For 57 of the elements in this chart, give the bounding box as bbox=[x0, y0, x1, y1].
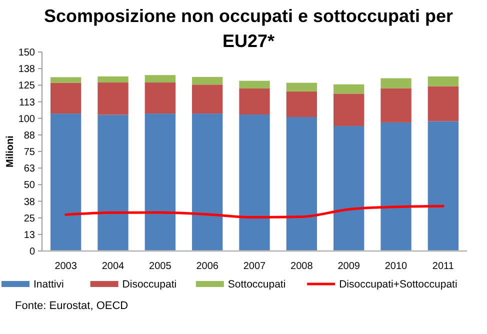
legend-label: Inattivi bbox=[34, 278, 64, 291]
bar bbox=[428, 86, 459, 122]
x-tick-label: 2008 bbox=[290, 261, 314, 272]
x-tick-label: 2005 bbox=[149, 261, 172, 272]
y-tick-label: 0 bbox=[29, 246, 36, 258]
bar bbox=[334, 94, 364, 126]
bar bbox=[192, 84, 223, 114]
bar bbox=[286, 91, 317, 118]
bar bbox=[98, 76, 128, 83]
bar bbox=[428, 76, 459, 86]
y-tick-label: 113 bbox=[19, 97, 36, 108]
x-tick-label: 2007 bbox=[243, 261, 266, 272]
x-tick-label: 2003 bbox=[54, 261, 78, 272]
bar bbox=[286, 82, 317, 92]
bar bbox=[144, 75, 176, 83]
bar bbox=[98, 82, 128, 115]
source-note: Fonte: Eurostat, OECD bbox=[15, 300, 128, 312]
y-tick-label: 50 bbox=[24, 180, 36, 192]
bar bbox=[380, 122, 412, 251]
x-tick-label: 2009 bbox=[338, 261, 360, 272]
bar bbox=[192, 76, 223, 85]
bar bbox=[286, 117, 317, 251]
y-tick-label: 88 bbox=[24, 130, 36, 142]
y-tick-label: 63 bbox=[24, 164, 36, 175]
x-tick-label: 2006 bbox=[196, 261, 219, 272]
y-tick-label: 125 bbox=[18, 80, 36, 92]
y-axis-title: Milioni bbox=[5, 135, 16, 168]
y-tick-label: 138 bbox=[18, 64, 36, 76]
x-tick-label: 2011 bbox=[432, 261, 454, 272]
y-tick-label: 38 bbox=[24, 196, 36, 208]
legend-label: Disoccupati+Sottoccupati bbox=[339, 278, 458, 291]
x-tick-label: 2004 bbox=[102, 261, 125, 272]
y-tick-label: 25 bbox=[24, 213, 36, 224]
bar bbox=[98, 114, 128, 251]
bar bbox=[334, 84, 364, 94]
y-tick-label: 100 bbox=[18, 114, 36, 125]
x-tick-label: 2010 bbox=[384, 261, 408, 272]
bar bbox=[239, 114, 270, 251]
bar bbox=[50, 77, 82, 83]
bar bbox=[50, 82, 82, 114]
line-series bbox=[64, 204, 444, 219]
bar bbox=[192, 114, 223, 251]
bar bbox=[144, 82, 176, 114]
bar bbox=[380, 78, 412, 88]
y-tick-label: 13 bbox=[24, 230, 36, 241]
bar bbox=[428, 121, 459, 251]
bar bbox=[144, 114, 176, 251]
bar bbox=[334, 126, 364, 251]
bar bbox=[50, 114, 82, 251]
chart-title: Scomposizione non occupati e sottoccupati per EU27* bbox=[44, 6, 454, 51]
bar bbox=[239, 80, 270, 88]
bar bbox=[380, 88, 412, 122]
legend-label: Disoccupati bbox=[122, 278, 177, 291]
legend-label: Sottoccupati bbox=[228, 278, 286, 291]
bar bbox=[239, 88, 270, 114]
y-tick-label: 150 bbox=[18, 48, 36, 58]
y-tick-label: 75 bbox=[24, 147, 36, 158]
